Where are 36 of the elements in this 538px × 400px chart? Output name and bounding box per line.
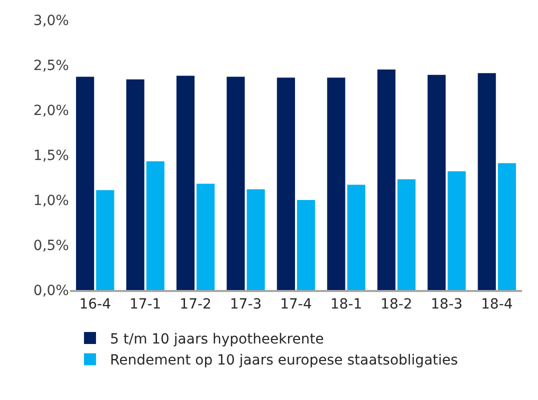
bar xyxy=(76,76,94,290)
bar xyxy=(327,78,346,290)
x-tick-label: 18-4 xyxy=(481,296,513,313)
x-tick-label: 16-4 xyxy=(79,296,112,313)
bar xyxy=(176,76,195,290)
bar xyxy=(196,184,215,290)
bar xyxy=(146,161,164,290)
y-tick-label: 2,0% xyxy=(33,102,69,119)
x-tick-label: 18-1 xyxy=(330,296,362,313)
bar xyxy=(478,73,496,290)
legend-label: Rendement op 10 jaars europese staatsobligaties xyxy=(110,352,458,369)
y-tick-label: 3,0% xyxy=(33,12,69,29)
bar xyxy=(297,200,316,290)
y-tick-label: 0,5% xyxy=(33,238,69,254)
y-tick-label: 0,0% xyxy=(33,282,69,299)
y-tick-label: 1,0% xyxy=(33,192,69,209)
bar xyxy=(276,78,295,290)
x-tick-label: 18-3 xyxy=(430,296,463,313)
bar xyxy=(96,190,114,290)
bar xyxy=(428,74,446,290)
bar xyxy=(377,70,396,290)
bar xyxy=(126,79,144,290)
y-tick-label: 2,5% xyxy=(33,58,69,74)
bar xyxy=(448,171,466,290)
x-tick-label: 17-1 xyxy=(129,296,162,313)
bar xyxy=(347,184,366,290)
x-tick-label: 17-4 xyxy=(280,296,312,313)
x-tick-label: 17-3 xyxy=(230,296,262,313)
y-tick-label: 1,5% xyxy=(33,148,69,164)
x-tick-label: 17-2 xyxy=(180,296,212,313)
bar xyxy=(397,179,416,290)
x-tick-label: 18-2 xyxy=(380,296,412,313)
bar xyxy=(246,189,265,290)
bar xyxy=(226,76,245,290)
legend-label: 5 t/m 10 jaars hypotheekrente xyxy=(110,331,324,348)
bar xyxy=(498,163,516,290)
